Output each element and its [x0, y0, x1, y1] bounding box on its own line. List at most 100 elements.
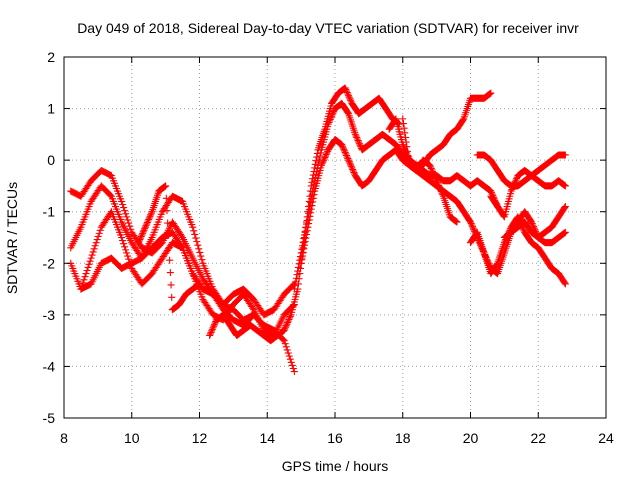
- data-point: [519, 225, 527, 233]
- data-point: [345, 158, 353, 166]
- data-point: [303, 227, 311, 235]
- data-point: [347, 162, 355, 170]
- data-point: [429, 169, 437, 177]
- data-point: [284, 319, 292, 327]
- data-point: [338, 142, 346, 150]
- x-tick-label: 18: [395, 430, 411, 446]
- data-point: [532, 229, 540, 237]
- data-point: [344, 109, 352, 117]
- data-point: [326, 117, 334, 125]
- data-point: [356, 141, 364, 149]
- data-point: [290, 368, 298, 376]
- data-point: [431, 174, 439, 182]
- data-point: [140, 226, 148, 234]
- data-point: [340, 145, 348, 153]
- x-tick-label: 16: [327, 430, 343, 446]
- data-point: [288, 361, 296, 369]
- data-point: [355, 140, 363, 148]
- data-point: [318, 160, 326, 168]
- data-point: [345, 93, 353, 101]
- data-point: [282, 323, 290, 331]
- data-point: [138, 231, 146, 239]
- data-point: [340, 147, 348, 155]
- x-tick-label: 20: [463, 430, 479, 446]
- data-point: [94, 232, 102, 240]
- data-point: [434, 180, 442, 188]
- data-point: [281, 340, 289, 348]
- data-point: [280, 337, 288, 345]
- data-point: [307, 209, 315, 217]
- data-point: [469, 224, 477, 232]
- data-point: [453, 218, 461, 226]
- data-point: [401, 133, 409, 141]
- data-point: [167, 281, 175, 289]
- data-point: [84, 263, 92, 271]
- data-point: [279, 336, 287, 344]
- data-point: [561, 204, 569, 212]
- data-point: [438, 189, 446, 197]
- data-point: [211, 319, 219, 327]
- data-point: [352, 132, 360, 140]
- data-point: [297, 259, 305, 267]
- data-point: [283, 346, 291, 354]
- data-point: [399, 120, 407, 128]
- data-point: [426, 161, 434, 169]
- data-point: [310, 191, 318, 199]
- data-point: [146, 212, 154, 220]
- data-point: [282, 343, 290, 351]
- y-tick-label: -5: [43, 410, 56, 426]
- data-point: [145, 214, 153, 222]
- x-tick-label: 22: [530, 430, 546, 446]
- data-point: [322, 150, 330, 158]
- data-point: [281, 325, 289, 333]
- data-point: [351, 130, 359, 138]
- series-track-10: [399, 115, 461, 226]
- data-point: [319, 158, 327, 166]
- data-point: [317, 149, 325, 157]
- data-point: [347, 161, 355, 169]
- data-point: [349, 165, 357, 173]
- data-point: [162, 182, 170, 190]
- data-point: [294, 263, 302, 271]
- chart-title: Day 049 of 2018, Sidereal Day-to-day VTE…: [77, 20, 579, 36]
- data-point: [353, 133, 361, 141]
- data-point: [249, 312, 257, 320]
- data-point: [82, 270, 90, 278]
- data-point: [400, 124, 408, 132]
- data-point: [305, 216, 313, 224]
- data-point: [141, 225, 149, 233]
- data-point: [402, 148, 410, 156]
- data-point: [532, 227, 540, 235]
- x-tick-label: 8: [60, 430, 68, 446]
- y-tick-label: -1: [43, 204, 56, 220]
- data-point: [139, 229, 147, 237]
- data-point: [343, 87, 351, 95]
- series-track-4: [77, 228, 258, 329]
- data-point: [290, 285, 298, 293]
- data-point: [118, 197, 126, 205]
- data-point: [90, 245, 98, 253]
- data-point: [141, 223, 149, 231]
- data-point: [427, 164, 435, 172]
- x-tick-label: 14: [259, 430, 275, 446]
- data-point: [124, 216, 132, 224]
- data-point: [96, 226, 104, 234]
- data-point: [249, 304, 257, 312]
- data-point: [137, 234, 145, 242]
- data-point: [209, 324, 217, 332]
- data-point: [85, 260, 93, 268]
- data-point: [518, 222, 526, 230]
- data-point: [354, 137, 362, 145]
- data-point: [339, 144, 347, 152]
- data-point: [139, 228, 147, 236]
- data-point: [561, 151, 569, 159]
- data-point: [208, 327, 216, 335]
- data-point: [280, 326, 288, 334]
- data-point: [119, 237, 127, 245]
- data-point: [528, 220, 536, 228]
- data-point: [349, 167, 357, 175]
- series-track-8: [297, 136, 569, 278]
- data-point: [345, 92, 353, 100]
- data-point: [298, 252, 306, 260]
- data-point: [292, 278, 300, 286]
